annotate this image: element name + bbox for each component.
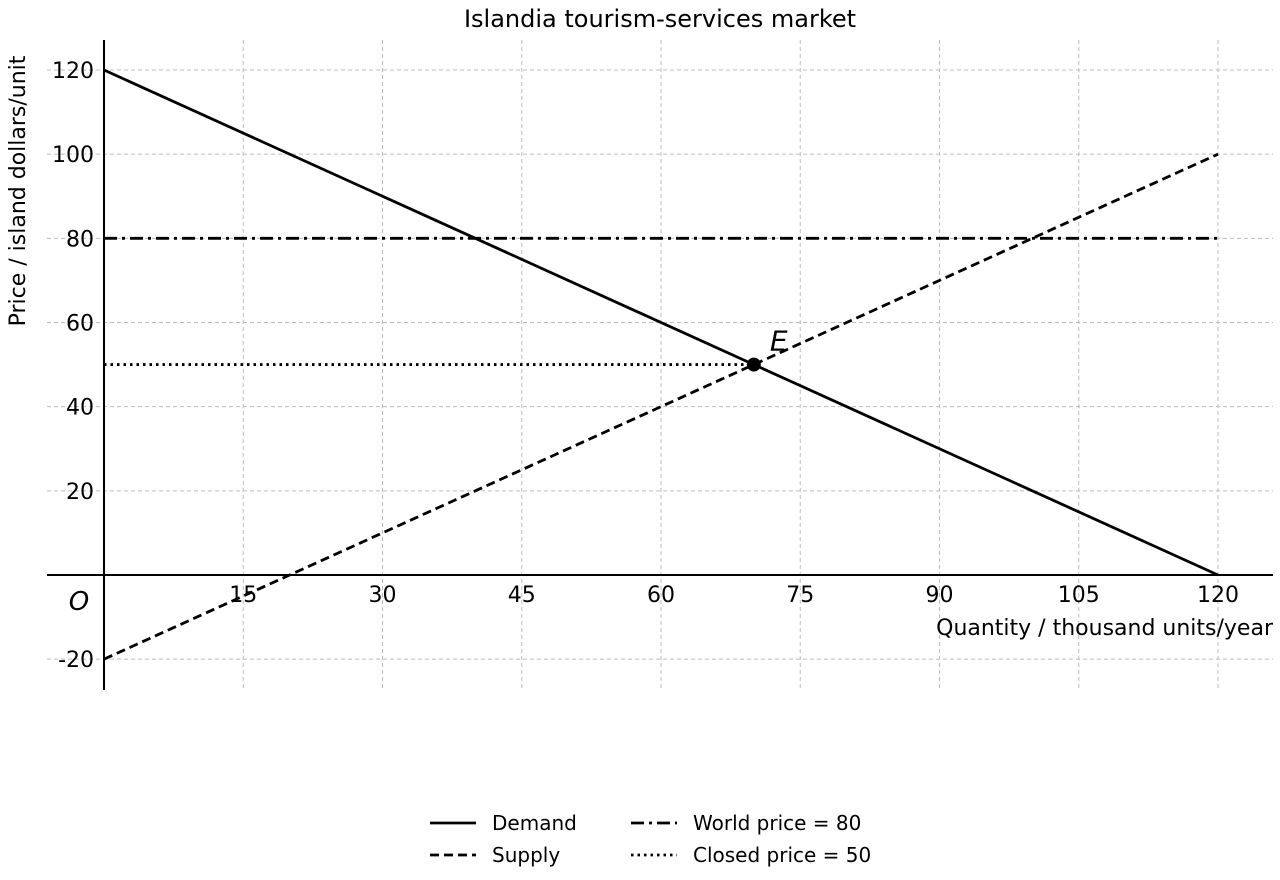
y-axis-label: Price / island dollars/unit — [6, 55, 31, 326]
x-tick-label: 90 — [926, 583, 954, 608]
y-tick-label: 40 — [66, 396, 94, 421]
chart-title: Islandia tourism-services market — [464, 5, 856, 33]
y-tick-label: 20 — [66, 480, 94, 505]
series-line-demand — [103, 68, 1219, 577]
origin-label: O — [69, 587, 89, 617]
y-tick-label: 120 — [52, 59, 94, 84]
legend: Demand Supply World price = 80 Closed price… — [430, 811, 871, 867]
point-e — [746, 357, 761, 372]
x-tick-label: 30 — [369, 583, 397, 608]
x-tick-label: 120 — [1197, 583, 1239, 608]
x-tick-label: 105 — [1058, 583, 1100, 608]
x-tick-label: 45 — [508, 583, 536, 608]
x-tick-label: 15 — [229, 583, 257, 608]
legend-entry-closed-price-50: Closed price = 50 — [693, 843, 871, 867]
legend-entry-demand: Demand — [492, 811, 577, 835]
y-tick-label: -20 — [58, 648, 94, 673]
axes — [47, 40, 1273, 690]
y-tick-label: 80 — [66, 227, 94, 252]
y-tick-label: 100 — [52, 143, 94, 168]
tick-labels: 15 30 45 60 75 90 105 120 -20 20 40 60 80 100 120 — [52, 59, 1239, 673]
points: E — [746, 325, 788, 372]
x-axis-label: Quantity / thousand units/year — [936, 616, 1274, 641]
legend-entry-world-price-80: World price = 80 — [693, 811, 861, 835]
point-label-e: E — [770, 325, 788, 358]
x-tick-label: 60 — [647, 583, 675, 608]
y-tick-label: 60 — [66, 312, 94, 337]
x-tick-label: 75 — [786, 583, 814, 608]
legend-entry-supply: Supply — [492, 843, 560, 867]
